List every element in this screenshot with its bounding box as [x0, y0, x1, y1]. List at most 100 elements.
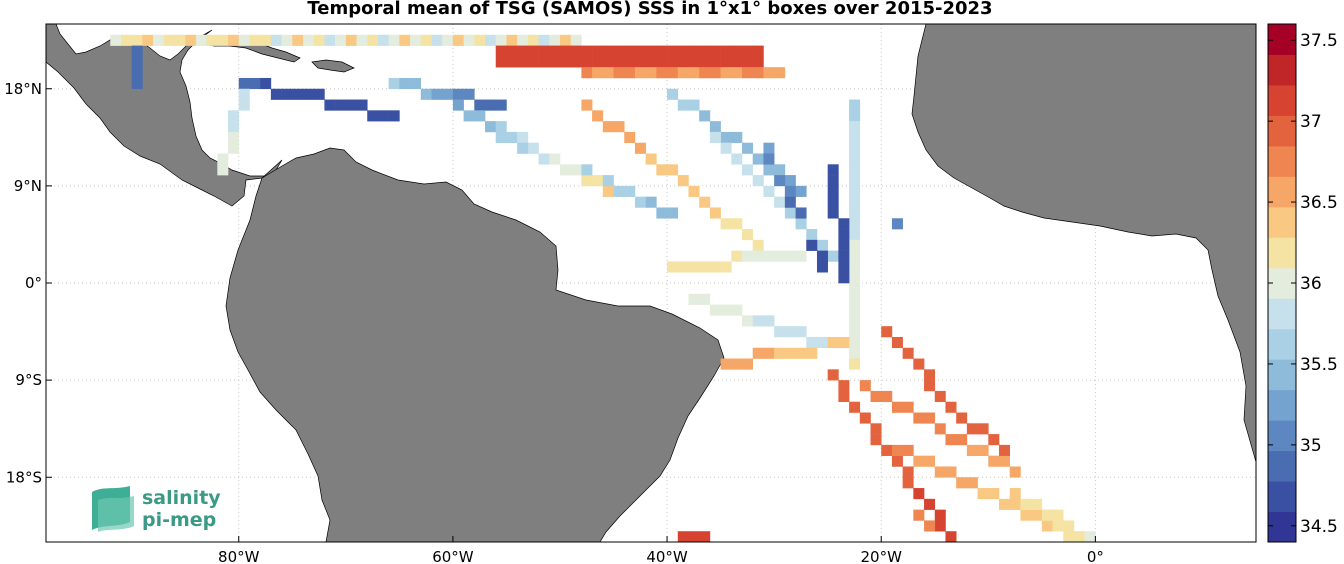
sss-cell	[217, 34, 229, 46]
sss-cell	[838, 239, 850, 251]
sss-cell	[281, 88, 293, 100]
sss-cell	[934, 509, 946, 521]
sss-cell	[624, 185, 636, 197]
sss-cell	[977, 444, 989, 456]
sss-cell	[1084, 531, 1096, 542]
sss-cell	[966, 423, 978, 435]
sss-cell	[495, 56, 507, 68]
sss-cell	[131, 45, 143, 57]
sss-cell	[902, 444, 914, 456]
sss-cell	[709, 207, 721, 219]
sss-cell	[699, 531, 711, 542]
sss-cell	[592, 56, 604, 68]
sss-cell	[228, 110, 240, 122]
colorbar-segment	[1268, 511, 1296, 543]
sss-cell	[945, 434, 957, 446]
sss-cell	[999, 498, 1011, 510]
sss-cell	[677, 261, 689, 273]
sss-cell	[859, 412, 871, 424]
sss-cell	[699, 45, 711, 57]
sss-cell	[667, 261, 679, 273]
sss-cell	[292, 88, 304, 100]
sss-cell	[592, 45, 604, 57]
sss-cell	[795, 250, 807, 262]
sss-cell	[634, 45, 646, 57]
logo-line-1: salinity	[142, 487, 221, 509]
sss-cell	[517, 34, 529, 46]
sss-cell	[742, 45, 754, 57]
sss-cell	[849, 272, 861, 284]
sss-cell	[720, 142, 732, 154]
sss-cell	[624, 56, 636, 68]
sss-cell	[1020, 509, 1032, 521]
sss-cell	[495, 131, 507, 144]
sss-cell	[313, 88, 325, 100]
sss-cell	[592, 175, 604, 187]
sss-cell	[945, 466, 957, 478]
sss-cell	[634, 67, 646, 79]
sss-cell	[549, 34, 561, 46]
sss-cell	[881, 444, 893, 456]
sss-cell	[174, 34, 186, 46]
sss-cell	[313, 34, 325, 46]
sss-cell	[784, 250, 796, 262]
sss-cell	[302, 88, 314, 100]
sss-cell	[838, 261, 850, 273]
sss-cell	[527, 34, 539, 46]
sss-cell	[260, 77, 272, 90]
sss-cell	[1041, 509, 1053, 521]
sss-cell	[988, 434, 1000, 446]
sss-cell	[677, 67, 689, 79]
sss-cell	[602, 185, 614, 197]
sss-cell	[688, 531, 700, 542]
sss-cell	[506, 34, 518, 46]
sss-cell	[859, 380, 871, 392]
sss-cell	[517, 56, 529, 68]
sss-cell	[292, 34, 304, 46]
sss-cell	[559, 45, 571, 57]
sss-cell	[752, 347, 764, 359]
sss-cell	[849, 142, 861, 154]
sss-cell	[613, 56, 625, 68]
colorbar-segment	[1268, 328, 1296, 360]
sss-cell	[602, 175, 614, 187]
sss-cell	[1009, 466, 1021, 478]
sss-cell	[624, 45, 636, 57]
sss-cell	[367, 34, 379, 46]
sss-cell	[570, 164, 582, 176]
sss-cell	[549, 56, 561, 68]
sss-cell	[677, 99, 689, 111]
y-tick-label: 18°S	[6, 468, 42, 486]
sss-cell	[377, 34, 389, 46]
sss-cell	[752, 239, 764, 251]
sss-cell	[602, 45, 614, 57]
sss-cell	[988, 488, 1000, 500]
sss-cell	[281, 34, 293, 46]
colorbar-tick-label: 36.5	[1300, 193, 1338, 213]
sss-cell	[602, 56, 614, 68]
sss-cell	[474, 34, 486, 46]
sss-cell	[849, 336, 861, 349]
sss-cell	[549, 45, 561, 57]
sss-cell	[709, 67, 721, 79]
sss-cell	[645, 153, 657, 165]
sss-cell	[592, 67, 604, 79]
sss-cell	[399, 34, 411, 46]
sss-cell	[709, 261, 721, 273]
land-hispaniola	[311, 59, 355, 73]
sss-cell	[784, 347, 796, 359]
sss-cell	[699, 110, 711, 122]
sss-cell	[902, 347, 914, 359]
sss-cell	[849, 326, 861, 338]
sss-cell	[1009, 498, 1021, 510]
sss-cell	[260, 34, 272, 46]
sss-cell	[677, 175, 689, 187]
sss-cell	[806, 347, 818, 359]
sss-cell	[570, 56, 582, 68]
sss-cell	[699, 261, 711, 273]
sss-cell	[763, 315, 775, 327]
sss-cell	[849, 207, 861, 219]
sss-cell	[742, 358, 754, 370]
sss-cell	[827, 336, 839, 349]
